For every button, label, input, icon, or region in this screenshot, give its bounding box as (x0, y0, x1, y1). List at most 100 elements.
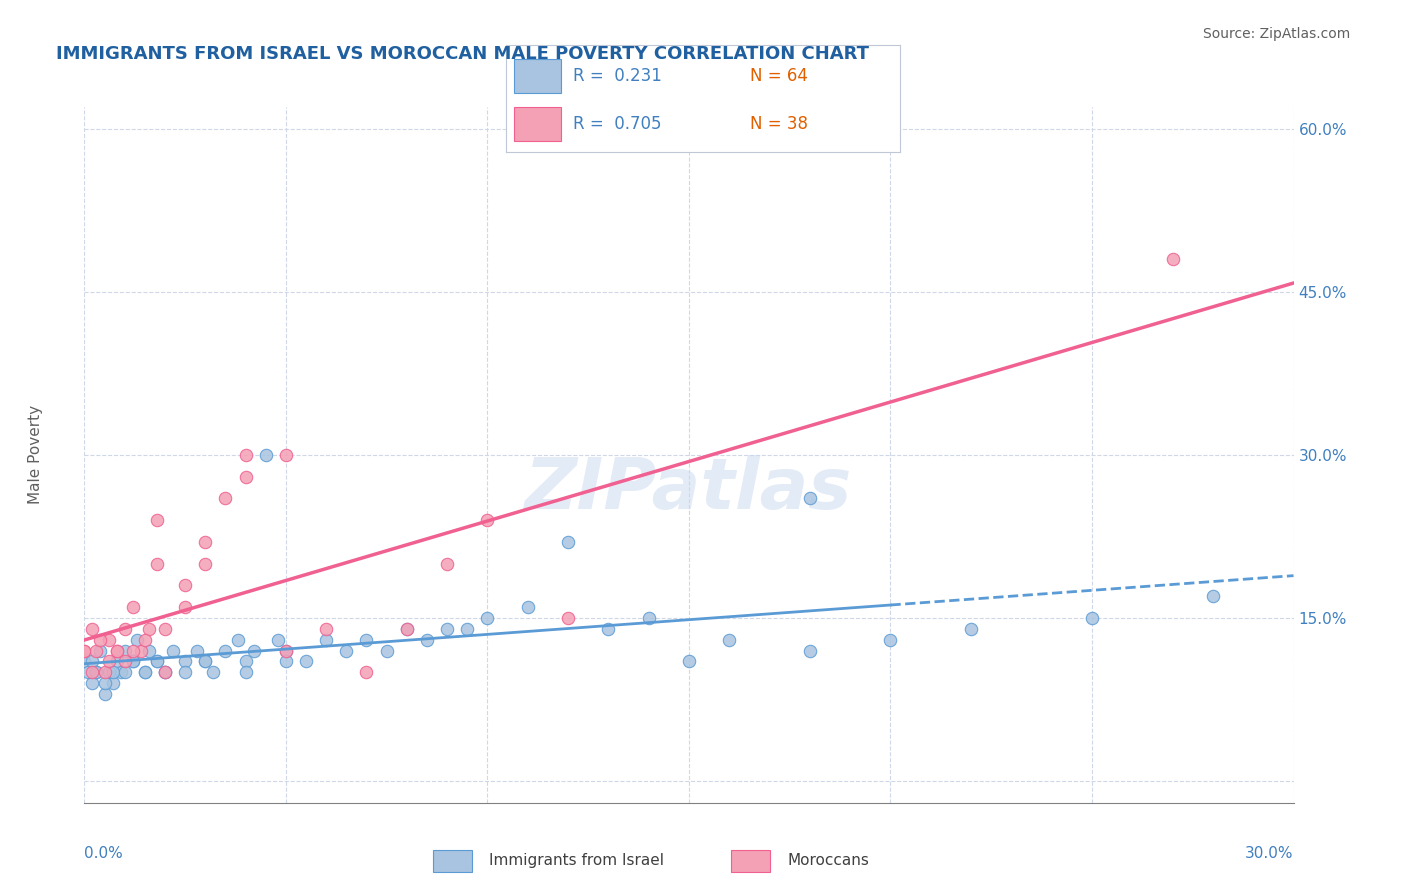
Point (125, 632, 148, 647)
Point (174, 600, 197, 615)
Point (436, 622, 458, 636)
Point (174, 578, 197, 592)
Point (960, 622, 983, 636)
Point (254, 448, 277, 462)
Text: Source: ZipAtlas.com: Source: ZipAtlas.com (1202, 27, 1350, 41)
Point (82, 676, 104, 690)
Point (93, 676, 115, 690)
Point (153, 665, 176, 680)
Point (214, 643, 236, 657)
Point (194, 655, 217, 669)
Point (77, 665, 100, 680)
Point (375, 643, 398, 657)
Point (799, 491, 821, 506)
Point (1202, 589, 1225, 603)
Text: 30.0%: 30.0% (1246, 847, 1294, 862)
Point (105, 643, 128, 657)
Point (235, 448, 257, 462)
Point (356, 632, 378, 647)
Text: N = 64: N = 64 (751, 67, 808, 85)
Point (557, 611, 579, 625)
Bar (433, 849, 472, 872)
Point (114, 622, 136, 636)
Point (174, 665, 197, 680)
Point (86, 665, 108, 680)
Point (194, 655, 217, 669)
Point (101, 665, 124, 680)
Point (121, 655, 143, 669)
Point (799, 643, 821, 657)
Point (598, 622, 620, 636)
Point (89, 632, 111, 647)
Point (1161, 252, 1184, 267)
Text: IMMIGRANTS FROM ISRAEL VS MOROCCAN MALE POVERTY CORRELATION CHART: IMMIGRANTS FROM ISRAEL VS MOROCCAN MALE … (56, 45, 869, 62)
Point (110, 665, 132, 680)
Point (114, 665, 136, 680)
Point (186, 643, 208, 657)
Point (174, 655, 197, 669)
Point (129, 643, 152, 657)
Point (82, 655, 104, 669)
Point (105, 643, 128, 657)
Bar (515, 107, 561, 141)
Text: R =  0.705: R = 0.705 (574, 115, 662, 133)
Point (162, 643, 184, 657)
Point (114, 655, 136, 669)
Point (97, 655, 120, 669)
Point (267, 632, 290, 647)
Point (146, 513, 169, 527)
Point (138, 622, 160, 636)
Point (121, 600, 143, 615)
Point (274, 643, 297, 657)
Point (235, 469, 257, 483)
Point (73, 655, 96, 669)
Point (82, 622, 104, 636)
Point (637, 611, 659, 625)
Point (153, 622, 176, 636)
Bar (515, 59, 561, 93)
Point (202, 665, 225, 680)
Point (242, 643, 264, 657)
Point (356, 665, 378, 680)
Point (315, 632, 337, 647)
Point (477, 611, 499, 625)
Point (146, 655, 169, 669)
Point (516, 600, 538, 615)
Point (214, 491, 236, 506)
Point (226, 632, 249, 647)
Text: Immigrants from Israel: Immigrants from Israel (489, 854, 664, 868)
Point (678, 655, 700, 669)
Point (416, 632, 439, 647)
Point (101, 676, 124, 690)
Point (73, 643, 96, 657)
Point (134, 665, 156, 680)
Point (456, 622, 478, 636)
Point (105, 655, 128, 669)
Point (477, 513, 499, 527)
Point (97, 632, 120, 647)
Point (82, 665, 104, 680)
Point (274, 643, 297, 657)
Point (73, 643, 96, 657)
Point (146, 557, 169, 571)
Point (274, 655, 297, 669)
Point (235, 655, 257, 669)
Text: Moroccans: Moroccans (787, 854, 869, 868)
Point (93, 665, 115, 680)
Point (718, 632, 741, 647)
Point (153, 665, 176, 680)
Point (121, 655, 143, 669)
Text: R =  0.231: R = 0.231 (574, 67, 662, 85)
Point (194, 534, 217, 549)
Point (395, 622, 418, 636)
Point (86, 665, 108, 680)
Point (146, 655, 169, 669)
Text: N = 38: N = 38 (751, 115, 808, 133)
Point (335, 643, 357, 657)
Point (194, 557, 217, 571)
Point (295, 655, 318, 669)
Point (235, 665, 257, 680)
Text: ZIPatlas: ZIPatlas (526, 455, 852, 524)
Point (121, 643, 143, 657)
Text: 0.0%: 0.0% (84, 847, 124, 862)
